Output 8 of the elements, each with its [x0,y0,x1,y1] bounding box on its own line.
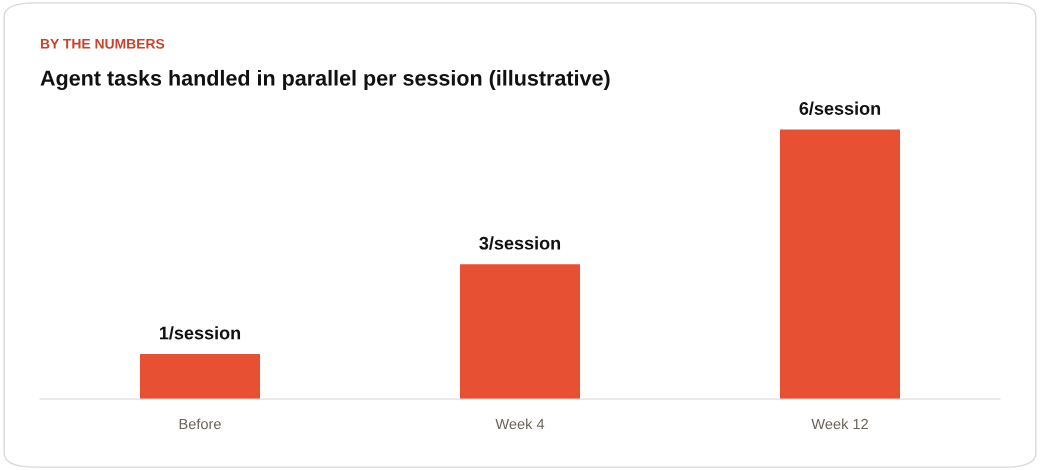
data-label: 1/session [159,326,241,340]
chart-subtitle: BY THE NUMBERS [40,38,165,49]
chart-title: Agent tasks handled in parallel per session (illustrative) [40,69,610,91]
x-tick-label: Before [179,418,221,430]
x-tick-label: Week 12 [811,418,868,430]
x-tick-label: Week 4 [495,418,545,430]
data-label: 3/session [479,236,561,250]
data-label: 6/session [799,101,881,116]
